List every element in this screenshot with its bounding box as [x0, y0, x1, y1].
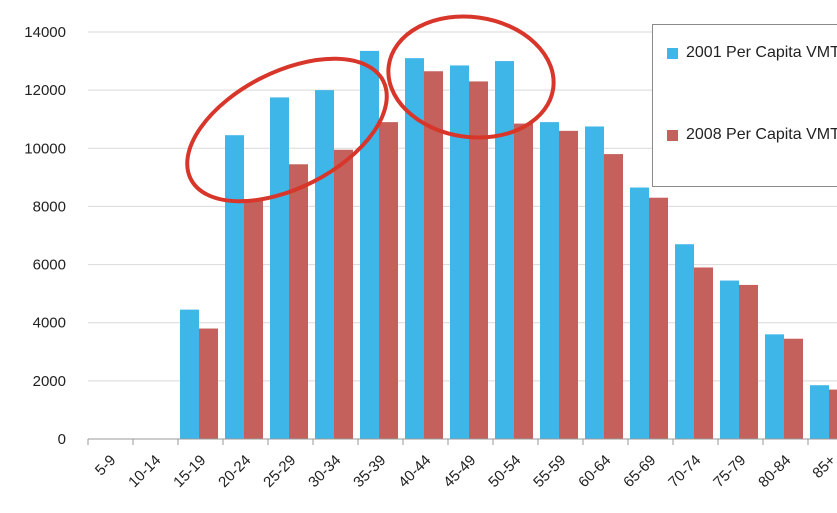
x-tick-label: 15-19 — [170, 452, 209, 491]
bar-2001-70-74 — [675, 244, 694, 439]
legend-swatch-2001 — [667, 48, 678, 59]
x-tick-label: 60-64 — [575, 452, 614, 491]
legend-label-2008: 2008 Per Capita VMT — [686, 126, 837, 143]
bar-2001-65-69 — [630, 187, 649, 439]
x-tick-label: 10-14 — [125, 452, 164, 491]
y-tick-label: 6000 — [33, 257, 66, 274]
y-tick-label: 12000 — [24, 82, 66, 99]
bar-2008-35-39 — [379, 122, 398, 439]
x-tick-label: 70-74 — [665, 452, 704, 491]
bar-2001-55-59 — [540, 122, 559, 439]
annotation-ellipse-middle — [386, 14, 556, 140]
bar-2001-30-34 — [315, 90, 334, 440]
annotation-ellipse-young — [185, 56, 389, 204]
x-tick-label: 45-49 — [440, 452, 479, 491]
bar-2008-70-74 — [694, 267, 713, 439]
bar-2001-60-64 — [585, 126, 604, 439]
x-tick-label: 50-54 — [485, 452, 524, 491]
bars — [180, 50, 837, 440]
bar-2001-75-79 — [720, 280, 739, 439]
bar-2001-80-84 — [765, 334, 784, 439]
y-axis-tick-labels: 0 2000 4000 6000 8000 10000 12000 14000 — [24, 24, 66, 448]
bar-2008-20-24 — [244, 199, 263, 439]
bar-2008-85+ — [829, 389, 837, 439]
x-tick-label: 20-24 — [215, 452, 254, 491]
y-tick-label: 2000 — [33, 373, 66, 390]
y-tick-label: 10000 — [24, 140, 66, 157]
x-tick-label: 25-29 — [260, 452, 299, 491]
x-tick-label: 80-84 — [755, 452, 794, 491]
x-tick-label: 85+ — [809, 452, 837, 482]
x-tick-label: 35-39 — [350, 452, 389, 491]
bar-2008-40-44 — [424, 71, 443, 439]
y-tick-label: 8000 — [33, 198, 66, 215]
bar-2001-40-44 — [405, 58, 424, 440]
x-tick-label: 5-9 — [92, 452, 119, 479]
bar-2008-45-49 — [469, 81, 488, 440]
x-tick-label: 40-44 — [395, 452, 434, 491]
bar-2001-20-24 — [225, 135, 244, 440]
y-tick-label: 0 — [58, 431, 66, 448]
bar-2001-85+ — [810, 385, 829, 439]
x-tick-label: 75-79 — [710, 452, 749, 491]
bar-2001-50-54 — [495, 61, 514, 439]
bar-2001-45-49 — [450, 65, 469, 440]
bar-2008-25-29 — [289, 164, 308, 439]
bar-2008-15-19 — [199, 328, 218, 439]
bar-2008-55-59 — [559, 130, 578, 440]
bar-2008-60-64 — [604, 154, 623, 439]
x-tick-label: 30-34 — [305, 452, 344, 491]
x-tick-label: 55-59 — [530, 452, 569, 491]
x-tick-label: 65-69 — [620, 452, 659, 491]
bar-2008-75-79 — [739, 284, 758, 439]
bar-2008-50-54 — [514, 123, 533, 439]
x-axis-tick-labels: 5-9 10-14 15-19 20-24 25-29 30-34 35-39 40-44 45… — [92, 452, 837, 491]
bar-2001-15-19 — [180, 309, 199, 439]
bar-2008-65-69 — [649, 197, 668, 439]
bar-2008-30-34 — [334, 149, 353, 439]
bar-2001-25-29 — [270, 97, 289, 440]
bar-2001-35-39 — [360, 50, 379, 440]
annotations — [185, 14, 556, 204]
legend: 2001 Per Capita VMT 2008 Per Capita VMT — [652, 24, 837, 187]
y-tick-label: 14000 — [24, 24, 66, 41]
legend-item-2001: 2001 Per Capita VMT — [667, 41, 837, 65]
legend-item-2008: 2008 Per Capita VMT — [667, 123, 837, 147]
legend-label-2001: 2001 Per Capita VMT — [686, 44, 837, 61]
y-tick-label: 4000 — [33, 315, 66, 332]
legend-swatch-2008 — [667, 130, 678, 141]
bar-2008-80-84 — [784, 338, 803, 439]
